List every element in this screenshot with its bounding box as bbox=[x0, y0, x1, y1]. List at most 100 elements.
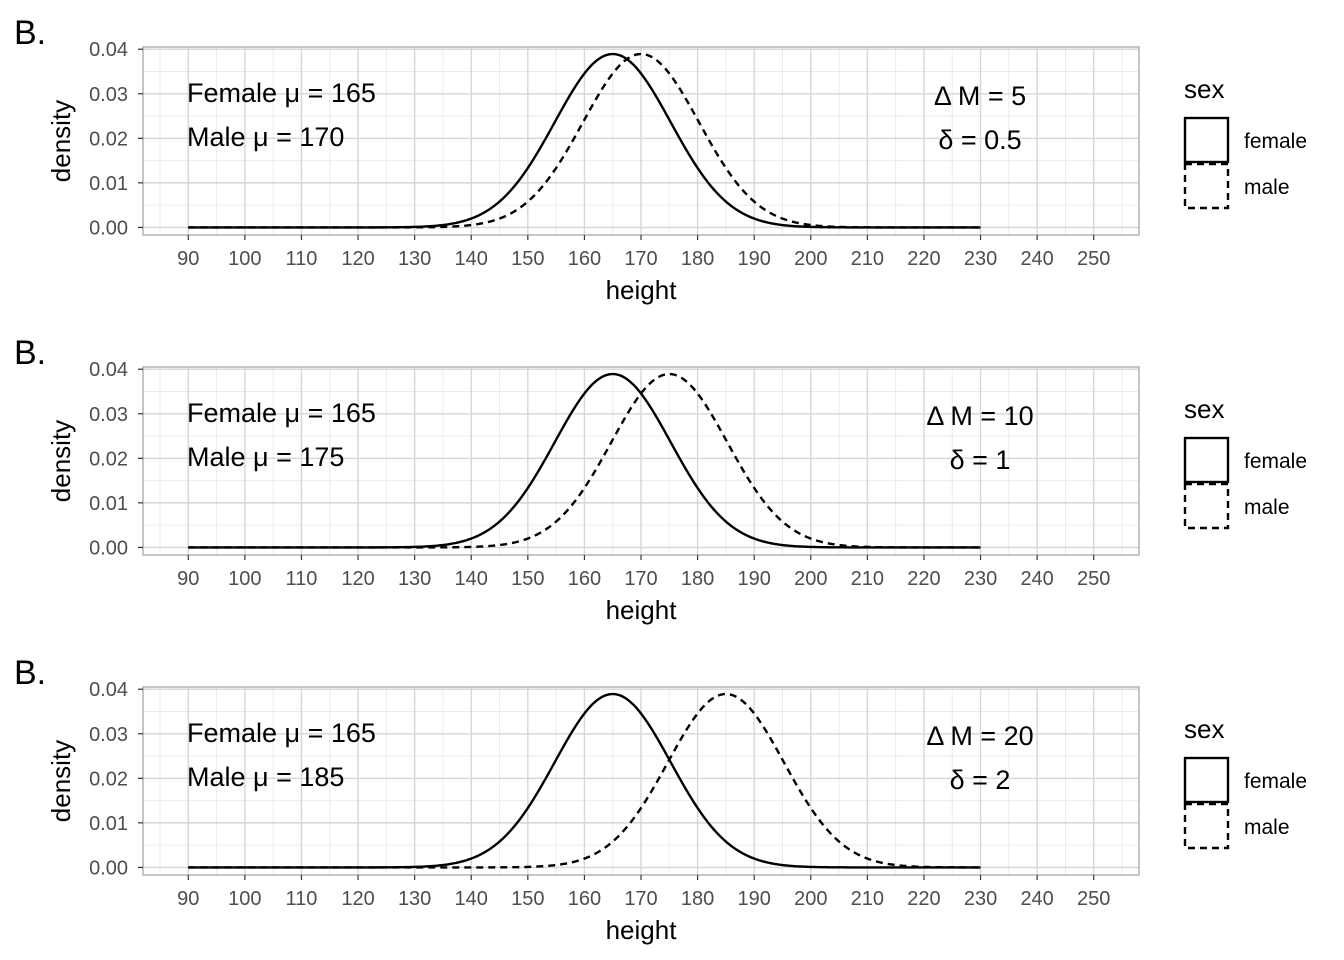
x-tick-label: 230 bbox=[964, 568, 997, 590]
mean-difference-annotation: Δ M = 10 bbox=[926, 401, 1033, 431]
x-tick-label: 100 bbox=[228, 248, 261, 270]
y-tick-label: 0.04 bbox=[89, 359, 128, 381]
female-mean-annotation: Female μ = 165 bbox=[187, 398, 376, 428]
x-tick-label: 150 bbox=[511, 568, 544, 590]
x-tick-label: 240 bbox=[1020, 568, 1053, 590]
x-tick-label: 120 bbox=[341, 248, 374, 270]
y-tick-label: 0.04 bbox=[89, 39, 128, 61]
x-tick-label: 100 bbox=[228, 568, 261, 590]
x-tick-label: 110 bbox=[286, 568, 318, 590]
x-tick-label: 180 bbox=[681, 888, 714, 910]
x-tick-label: 160 bbox=[568, 888, 601, 910]
x-tick-label: 240 bbox=[1020, 888, 1053, 910]
x-tick-label: 120 bbox=[341, 568, 374, 590]
x-tick-label: 170 bbox=[624, 248, 657, 270]
grid-lines bbox=[143, 367, 1139, 555]
chart-panel-3: 90 100 110 120 130 140 150 160 170 180 190 200 210 22… bbox=[14, 654, 1307, 945]
legend-label-female: female bbox=[1244, 450, 1307, 473]
x-tick-label: 150 bbox=[511, 248, 544, 270]
series-line-male bbox=[188, 372, 981, 549]
y-tick-label: 0.00 bbox=[89, 537, 128, 559]
chart-panel-1: 90 100 110 120 130 140 150 160 170 180 190 200 210 22… bbox=[14, 14, 1307, 305]
x-tick-label: 90 bbox=[177, 568, 199, 590]
x-tick-label: 230 bbox=[964, 888, 997, 910]
legend: sex female male bbox=[1183, 394, 1307, 530]
female-mean-annotation: Female μ = 165 bbox=[187, 718, 376, 748]
y-tick-label: 0.02 bbox=[89, 768, 128, 790]
x-tick-label: 250 bbox=[1077, 888, 1110, 910]
y-tick-label: 0.00 bbox=[89, 857, 128, 879]
legend-key-female bbox=[1183, 116, 1230, 164]
x-tick-label: 200 bbox=[794, 248, 827, 270]
y-axis-title: density bbox=[46, 420, 76, 502]
panel-tag: B. bbox=[14, 334, 46, 372]
legend-key-male bbox=[1183, 162, 1230, 210]
x-tick-label: 90 bbox=[177, 888, 199, 910]
legend-title: sex bbox=[1184, 394, 1224, 424]
panel-tag: B. bbox=[14, 14, 46, 52]
x-tick-label: 140 bbox=[455, 888, 488, 910]
x-tick-label: 220 bbox=[907, 568, 940, 590]
panel-tag: B. bbox=[14, 654, 46, 692]
legend-label-female: female bbox=[1244, 770, 1307, 793]
effect-size-annotation: δ = 1 bbox=[950, 445, 1011, 475]
series-line-male bbox=[188, 692, 981, 869]
male-mean-annotation: Male μ = 175 bbox=[187, 442, 344, 472]
y-axis-title: density bbox=[46, 740, 76, 822]
y-tick-label: 0.02 bbox=[89, 448, 128, 470]
x-tick-label: 210 bbox=[851, 888, 884, 910]
x-tick-label: 190 bbox=[737, 568, 770, 590]
effect-size-annotation: δ = 2 bbox=[950, 765, 1011, 795]
x-tick-label: 110 bbox=[286, 248, 318, 270]
legend-key-female bbox=[1183, 756, 1230, 804]
x-axis-title: height bbox=[606, 595, 678, 625]
female-mean-annotation: Female μ = 165 bbox=[187, 78, 376, 108]
x-tick-label: 250 bbox=[1077, 568, 1110, 590]
legend-key-female bbox=[1183, 436, 1230, 484]
x-tick-label: 240 bbox=[1020, 248, 1053, 270]
x-axis-title: height bbox=[606, 915, 678, 945]
x-tick-label: 220 bbox=[907, 248, 940, 270]
mean-difference-annotation: Δ M = 5 bbox=[934, 81, 1026, 111]
y-tick-label: 0.01 bbox=[89, 173, 128, 195]
x-tick-label: 180 bbox=[681, 568, 714, 590]
x-tick-label: 100 bbox=[228, 888, 261, 910]
legend-label-male: male bbox=[1244, 816, 1290, 839]
y-tick-label: 0.00 bbox=[89, 217, 128, 239]
legend-label-female: female bbox=[1244, 130, 1307, 153]
x-tick-label: 190 bbox=[737, 888, 770, 910]
mean-difference-annotation: Δ M = 20 bbox=[926, 721, 1033, 751]
x-tick-label: 90 bbox=[177, 248, 199, 270]
x-tick-label: 230 bbox=[964, 248, 997, 270]
y-tick-label: 0.01 bbox=[89, 813, 128, 835]
legend-key-male bbox=[1183, 482, 1230, 530]
y-tick-label: 0.01 bbox=[89, 493, 128, 515]
y-tick-label: 0.04 bbox=[89, 679, 128, 701]
male-mean-annotation: Male μ = 185 bbox=[187, 762, 344, 792]
x-tick-label: 130 bbox=[398, 568, 431, 590]
x-tick-label: 170 bbox=[624, 568, 657, 590]
x-tick-label: 190 bbox=[737, 248, 770, 270]
y-tick-label: 0.02 bbox=[89, 128, 128, 150]
x-tick-label: 130 bbox=[398, 248, 431, 270]
y-tick-label: 0.03 bbox=[89, 84, 128, 106]
y-tick-label: 0.03 bbox=[89, 404, 128, 426]
grid-lines bbox=[143, 47, 1139, 235]
legend-label-male: male bbox=[1244, 496, 1290, 519]
legend-title: sex bbox=[1184, 714, 1224, 744]
y-tick-label: 0.03 bbox=[89, 724, 128, 746]
chart-panel-2: 90 100 110 120 130 140 150 160 170 180 190 200 210 22… bbox=[14, 334, 1307, 625]
effect-size-annotation: δ = 0.5 bbox=[938, 125, 1021, 155]
x-tick-label: 160 bbox=[568, 568, 601, 590]
legend-label-male: male bbox=[1244, 176, 1290, 199]
x-tick-label: 210 bbox=[851, 248, 884, 270]
x-tick-label: 170 bbox=[624, 888, 657, 910]
x-tick-label: 250 bbox=[1077, 248, 1110, 270]
legend-title: sex bbox=[1184, 74, 1224, 104]
male-mean-annotation: Male μ = 170 bbox=[187, 122, 344, 152]
x-tick-label: 140 bbox=[455, 568, 488, 590]
x-tick-label: 180 bbox=[681, 248, 714, 270]
x-tick-label: 140 bbox=[455, 248, 488, 270]
x-tick-label: 110 bbox=[286, 888, 318, 910]
